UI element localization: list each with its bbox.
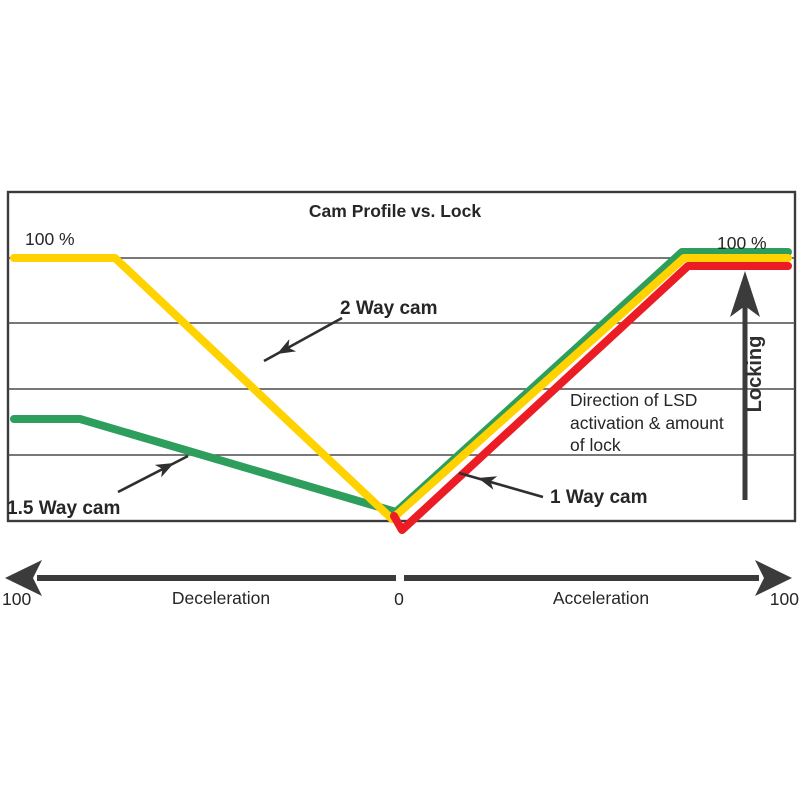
arrow-shaft (117, 454, 189, 494)
annotation-arrow-1-5-way (117, 454, 189, 494)
direction-note-line2: activation & amount (570, 413, 724, 433)
series-1-way-cam-line (390, 262, 792, 534)
label-1-way-cam: 1 Way cam (550, 487, 648, 508)
label-1-5-way-cam: 1.5 Way cam (7, 498, 120, 519)
axis-arrow-head-left-icon (5, 560, 42, 596)
chart-frame (6, 190, 797, 523)
x-axis-tick-right-100: 100 (770, 589, 799, 609)
x-axis-tick-left-100: 100 (2, 589, 31, 609)
arrow-shaft (263, 316, 343, 363)
direction-note-line1: Direction of LSD (570, 390, 697, 410)
x-axis-label-acceleration: Acceleration (553, 588, 649, 608)
locking-arrow (730, 271, 760, 500)
direction-note-line3: of lock (570, 435, 621, 455)
label-2-way-cam: 2 Way cam (340, 298, 438, 319)
arrow-head-icon (154, 463, 174, 478)
series-1-5-way-cam-line (10, 248, 792, 516)
axis-arrow-head-right-icon (755, 560, 792, 596)
pct-label-right: 100 % (717, 233, 767, 253)
arrow-shaft (458, 471, 544, 499)
gridlines (8, 257, 795, 456)
arrow-head-icon (277, 339, 297, 354)
pct-label-left: 100 % (25, 229, 75, 249)
locking-label: Locking (744, 336, 766, 413)
x-axis-arrow (5, 560, 792, 596)
x-axis-label-deceleration: Deceleration (172, 588, 270, 608)
x-axis-tick-zero: 0 (394, 589, 404, 609)
arrow-head-icon (730, 271, 760, 317)
direction-note: Direction of LSD activation & amount of … (570, 390, 724, 455)
chart-title: Cam Profile vs. Lock (309, 201, 481, 221)
arrow-head-icon (478, 476, 498, 490)
annotation-arrow-2-way (263, 316, 343, 363)
annotation-arrow-1-way (458, 471, 544, 499)
